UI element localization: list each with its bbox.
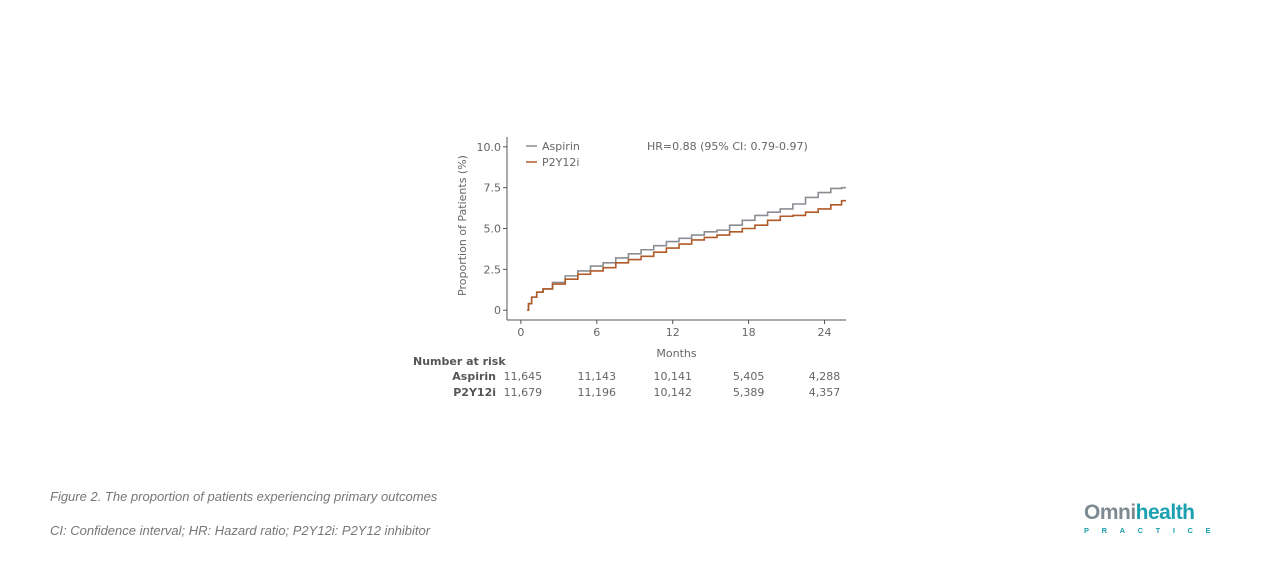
risk-table-title: Number at risk (413, 355, 506, 368)
x-tick-label: 18 (742, 326, 756, 339)
y-tick-label: 7.5 (484, 182, 502, 195)
risk-value: 10,141 (653, 370, 692, 383)
risk-value: 5,405 (733, 370, 765, 383)
risk-value: 4,288 (809, 370, 841, 383)
y-tick-label: 0 (494, 304, 501, 317)
figure-caption: Figure 2. The proportion of patients exp… (50, 489, 438, 504)
y-tick-label: 2.5 (484, 263, 502, 276)
y-axis-label: Proportion of Patients (%) (456, 155, 469, 296)
y-tick-label: 10.0 (477, 141, 502, 154)
risk-value: 10,142 (653, 386, 692, 399)
risk-value: 11,196 (578, 386, 617, 399)
x-tick-label: 6 (593, 326, 600, 339)
abbreviations-note: CI: Confidence interval; HR: Hazard rati… (50, 523, 431, 538)
x-axis-label: Months (656, 347, 696, 360)
omnihealth-logo: Omnihealth PRACTICE (1084, 501, 1224, 535)
risk-value: 4,357 (809, 386, 841, 399)
risk-value: 11,143 (578, 370, 617, 383)
legend-label: P2Y12i (542, 156, 579, 169)
risk-value: 11,679 (504, 386, 543, 399)
hr-annotation: HR=0.88 (95% CI: 0.79-0.97) (647, 140, 808, 153)
risk-value: 5,389 (733, 386, 765, 399)
risk-row-label: Aspirin (452, 370, 496, 383)
x-tick-label: 12 (666, 326, 680, 339)
km-chart: 0 2.5 5.0 7.5 10.0 0 6 12 18 24 Months Proportion o… (413, 137, 846, 399)
risk-row-label: P2Y12i (453, 386, 496, 399)
series-line-aspirin (527, 186, 846, 311)
series-line-p2y12i (527, 199, 846, 311)
legend-label: Aspirin (542, 140, 580, 153)
x-tick-label: 24 (817, 326, 831, 339)
y-tick-label: 5.0 (484, 223, 502, 236)
x-tick-label: 0 (517, 326, 524, 339)
risk-value: 11,645 (504, 370, 543, 383)
